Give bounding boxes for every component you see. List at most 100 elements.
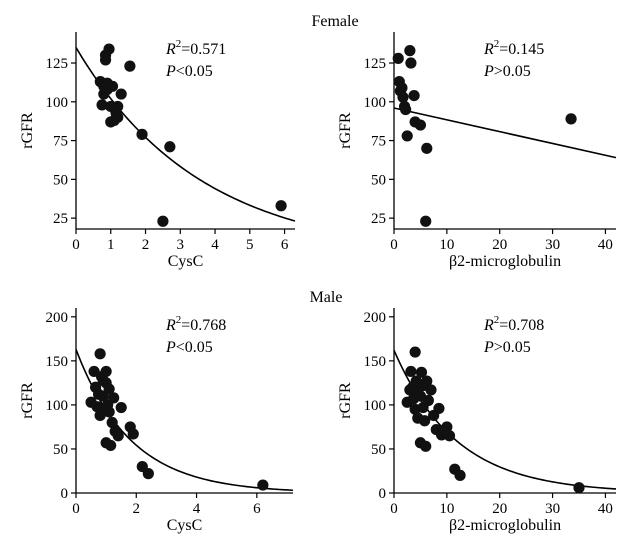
p-value-annotation: P>0.05 [483,339,531,356]
data-point [124,60,136,72]
data-point [108,392,120,404]
y-tick-label: 100 [364,95,387,111]
x-tick-label: 30 [545,501,560,517]
x-tick-label: 40 [598,501,613,517]
data-point [420,440,432,452]
y-tick-label: 150 [364,354,387,370]
data-point [275,200,287,212]
p-value-annotation: P>0.05 [483,63,531,80]
x-tick-label: 10 [439,237,454,253]
y-tick-label: 50 [371,442,386,458]
y-axis-label: rGFR [19,112,36,149]
data-point [454,469,466,481]
data-point [115,401,127,414]
x-axis-label: β2-microglobulin [449,253,561,270]
x-tick-label: 6 [253,501,261,517]
x-tick-label: 0 [72,501,80,517]
data-point [414,119,427,131]
data-point [96,99,108,111]
data-point [103,383,115,395]
x-tick-label: 40 [598,237,613,253]
x-tick-label: 0 [390,237,398,253]
data-point [425,384,437,396]
data-point [443,430,456,442]
y-tick-label: 75 [53,134,68,150]
x-tick-label: 20 [492,237,507,253]
data-point [409,346,421,358]
female-cysc-panel: 25 50 75 100 125 0 1 2 3 4 5 6 CysC rGFR R2=0.571 P<0.0… [19,32,296,270]
x-tick-label: 0 [390,501,398,517]
y-axis-label: rGFR [337,112,354,149]
data-point [127,428,139,440]
data-point [415,366,428,378]
x-axis-label: CysC [167,517,203,534]
y-tick-label: 50 [53,442,68,458]
data-point [112,430,124,442]
x-tick-label: 0 [72,237,80,253]
data-point [115,88,127,100]
male-b2m-panel: 0 50 100 150 200 0 10 20 30 40 β2-microglobulin rGF… [337,308,617,534]
data-point [400,103,412,116]
data-point [565,113,577,125]
r-squared-annotation: R2=0.708 [483,314,544,334]
y-tick-label: 50 [53,172,68,188]
y-tick-label: 0 [61,486,69,502]
x-axis-label: CysC [168,253,204,270]
p-value-annotation: P<0.05 [165,63,213,80]
data-point [401,130,413,142]
data-point [405,365,417,378]
data-point [106,416,118,429]
data-point [405,57,417,69]
y-tick-label: 200 [46,310,69,326]
female-b2m-panel: 25 50 75 100 125 0 10 20 30 40 β2-microglobulin rGF… [337,32,617,270]
data-point [573,482,585,494]
data-point [441,421,453,433]
data-point [420,215,432,227]
female-section-title: Female [311,13,358,30]
data-point [136,128,148,140]
y-tick-label: 50 [371,172,386,188]
data-point [408,89,420,102]
data-point [392,52,404,64]
data-point [396,82,408,94]
y-tick-label: 25 [371,211,386,227]
y-tick-label: 0 [379,486,387,502]
y-axis-label: rGFR [337,382,354,419]
data-point [419,415,431,427]
data-point [422,394,434,407]
data-point [164,141,176,153]
data-point [105,439,117,452]
data-point [100,365,112,378]
data-point [257,479,269,491]
y-tick-label: 150 [46,354,69,370]
x-tick-label: 2 [142,237,150,253]
male-cysc-panel: 0 50 100 150 200 0 2 4 6 CysC rGFR R2=0.768 P<0.05 [19,308,294,534]
data-point [421,142,433,154]
x-tick-label: 6 [281,237,289,253]
data-point [112,100,124,113]
data-point [103,406,115,418]
x-tick-label: 20 [492,501,507,517]
x-tick-label: 1 [107,237,115,253]
y-tick-label: 25 [53,211,68,227]
data-point [397,91,409,103]
x-tick-label: 3 [177,237,185,253]
fit-curve [75,47,296,222]
data-point [142,468,154,480]
y-tick-label: 125 [364,56,387,72]
y-tick-label: 125 [46,56,69,72]
x-tick-label: 4 [211,237,219,253]
x-axis-label: β2-microglobulin [449,517,561,534]
data-point [106,80,119,92]
y-tick-label: 200 [364,310,387,326]
data-point [112,111,124,123]
x-tick-label: 30 [545,237,560,253]
y-axis-label: rGFR [19,382,36,419]
x-tick-label: 2 [133,501,141,517]
x-tick-label: 10 [439,501,454,517]
data-point [433,402,445,415]
male-section-title: Male [310,289,343,306]
data-point [103,43,115,55]
y-tick-label: 100 [46,398,69,414]
